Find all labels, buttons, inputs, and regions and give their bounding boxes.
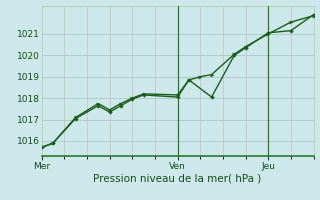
X-axis label: Pression niveau de la mer( hPa ): Pression niveau de la mer( hPa ) — [93, 173, 262, 183]
